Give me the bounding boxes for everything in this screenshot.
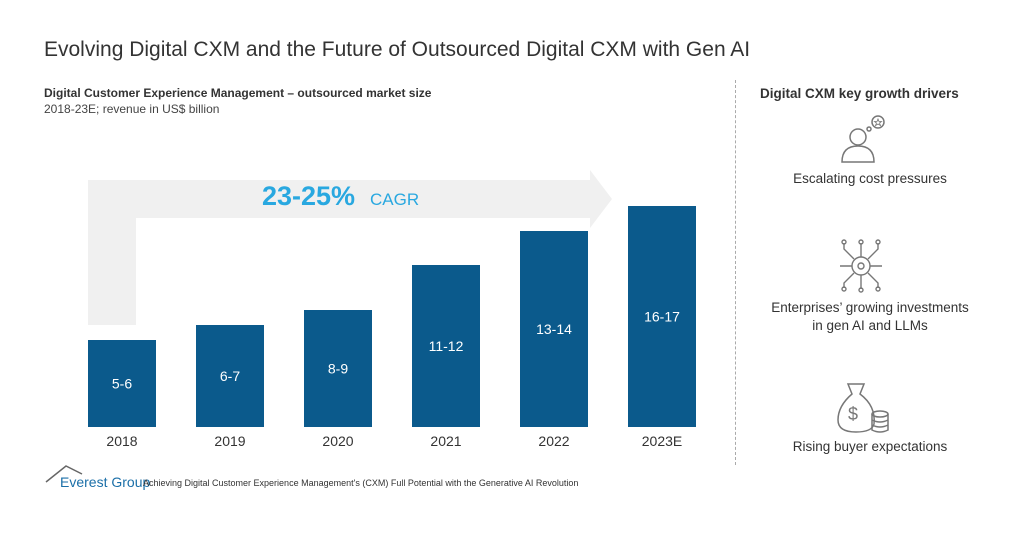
page-title: Evolving Digital CXM and the Future of O…	[44, 38, 751, 61]
x-tick-2019: 2019	[214, 433, 245, 449]
x-tick-2021: 2021	[430, 433, 461, 449]
x-tick-2022: 2022	[538, 433, 569, 449]
driver-1-label: Escalating cost pressures	[793, 171, 947, 186]
bar-chart: 23-25% CAGR 5-6 2018 6-7 2019 8-9 2020 11-12 20…	[88, 170, 696, 449]
bar-2018	[88, 340, 156, 427]
cagr-value: 23-25%	[262, 181, 355, 211]
bar-2022	[520, 231, 588, 427]
divider	[735, 80, 736, 465]
driver-3-label: Rising buyer expectations	[792, 439, 948, 454]
driver-2-label: Enterprises’ growing investments in gen A…	[735, 299, 1005, 335]
x-tick-2018: 2018	[106, 433, 137, 449]
bar-2020	[304, 310, 372, 427]
driver-2-line-1: Enterprises’ growing investments	[771, 300, 969, 315]
data-label-2021: 11-12	[429, 338, 464, 354]
drivers-title: Digital CXM key growth drivers	[760, 86, 959, 101]
x-tick-2023E: 2023E	[642, 433, 682, 449]
logo-text: Everest Group	[60, 474, 151, 490]
ai-circuit-icon	[840, 239, 882, 293]
bar-2019	[196, 325, 264, 427]
money-bag-icon: $	[837, 383, 889, 433]
everest-logo-icon	[45, 465, 83, 483]
data-label-2019: 6-7	[220, 368, 240, 384]
x-tick-2020: 2020	[322, 433, 353, 449]
svg-text:$: $	[848, 404, 858, 424]
data-label-2018: 5-6	[112, 376, 132, 392]
chart-title: Digital Customer Experience Management –…	[44, 86, 432, 100]
bar-2023E	[628, 206, 696, 427]
cagr-label: CAGR	[370, 190, 419, 209]
data-label-2022: 13-14	[536, 321, 572, 337]
chart-subtitle: 2018-23E; revenue in US$ billion	[44, 102, 220, 116]
person-idea-icon	[841, 115, 885, 163]
footer-text: Achieving Digital Customer Experience Ma…	[143, 478, 579, 488]
data-label-2020: 8-9	[328, 361, 348, 377]
bar-2021	[412, 265, 480, 427]
cagr-arrow	[88, 170, 612, 325]
data-label-2023E: 16-17	[644, 309, 680, 325]
driver-2-line-2: in gen AI and LLMs	[812, 318, 928, 333]
